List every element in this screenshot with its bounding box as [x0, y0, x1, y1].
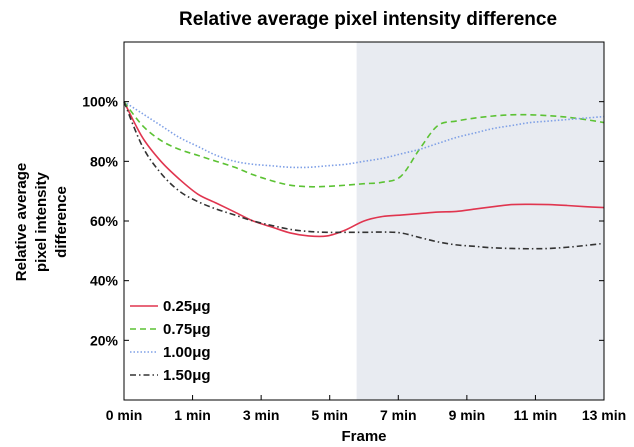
legend-label-0-75ug: 0.75μg [163, 321, 211, 338]
x-axis-label: Frame [341, 428, 386, 445]
y-axis-label-line-2: pixel intensity [33, 171, 50, 272]
x-tick-label: 5 min [311, 407, 348, 423]
y-tick-label: 80% [90, 153, 119, 169]
series-line-0 [123, 101, 605, 238]
x-tick-label: 9 min [449, 407, 486, 423]
x-axis: 0 min 1 min 3 min 5 min 7 min 9 min 11 min 13 m… [106, 395, 626, 423]
shaded-region [356, 42, 604, 400]
x-tick-label: 0 min [106, 407, 143, 423]
x-tick-label: 13 min [582, 407, 626, 423]
plot-area [123, 41, 605, 401]
legend-label-0-25ug: 0.25μg [163, 298, 211, 315]
legend-label-1-50ug: 1.50μg [163, 367, 211, 384]
y-tick-label: 20% [90, 332, 119, 348]
legend: 0.25μg 0.75μg 1.00μg 1.50μg [130, 298, 211, 384]
x-tick-label: 3 min [243, 407, 280, 423]
y-tick-label: 40% [90, 273, 119, 289]
y-axis: 20% 40% 60% 80% 100% [82, 94, 604, 348]
series-line-2 [123, 100, 605, 169]
y-axis-label: Relative average pixel intensity differe… [13, 163, 70, 281]
x-tick-label: 11 min [514, 407, 558, 423]
y-tick-label: 100% [82, 94, 118, 110]
y-tick-label: 60% [90, 213, 119, 229]
series-line-1 [123, 101, 605, 188]
series-line-3 [123, 101, 605, 250]
x-tick-label: 1 min [174, 407, 211, 423]
legend-label-1-00ug: 1.00μg [163, 344, 211, 361]
x-tick-label: 7 min [380, 407, 417, 423]
chart-title: Relative average pixel intensity differe… [179, 9, 557, 30]
y-axis-label-line-1: Relative average [13, 163, 30, 281]
y-axis-label-line-3: difference [53, 186, 70, 258]
series-layer [123, 100, 605, 250]
